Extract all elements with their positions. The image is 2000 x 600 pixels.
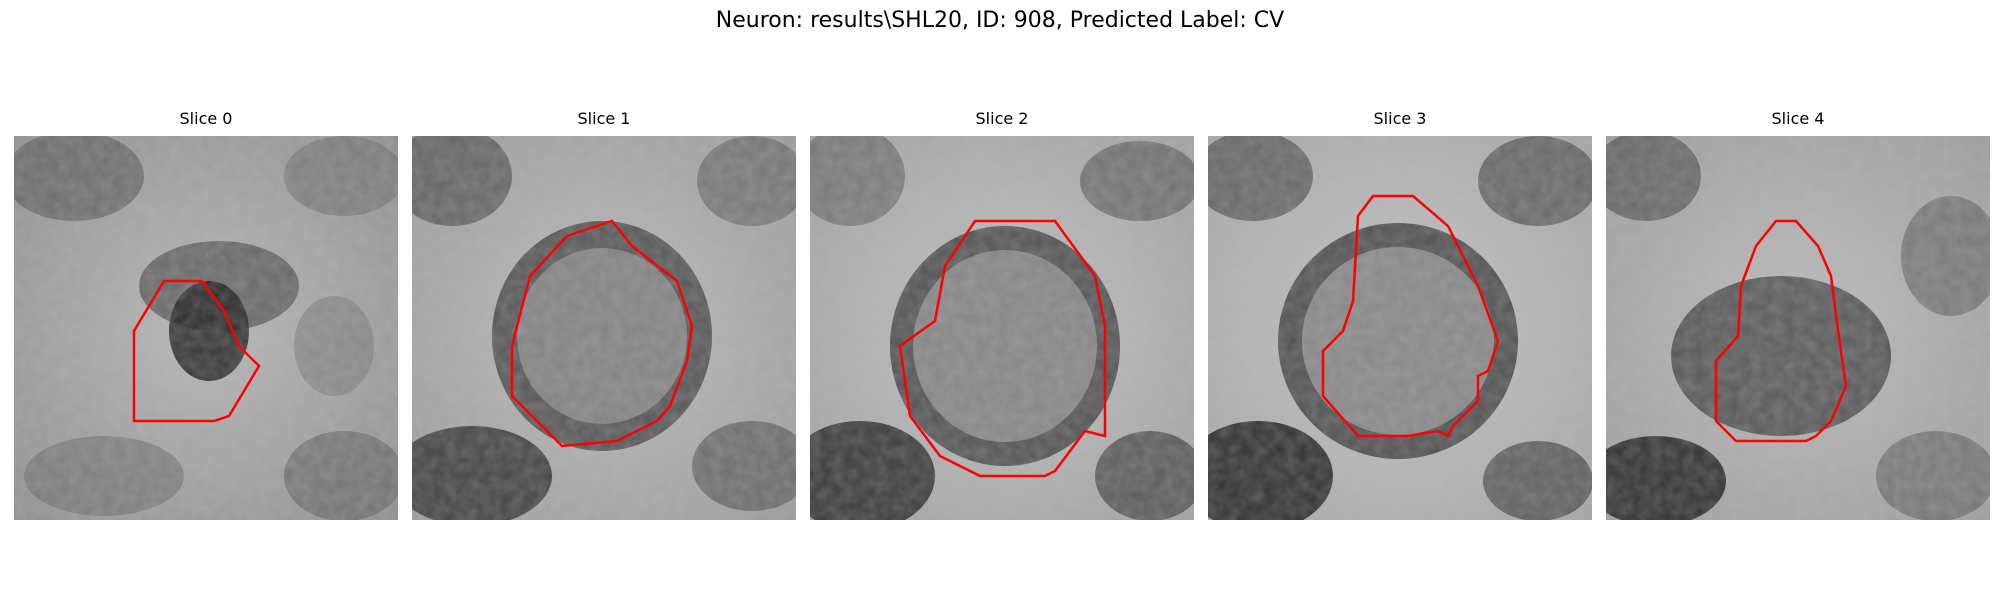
contour-4 bbox=[1714, 219, 1848, 443]
contour-2 bbox=[898, 219, 1107, 478]
figure-title: Neuron: results\SHL20, ID: 908, Predicte… bbox=[715, 8, 1285, 33]
contour-1 bbox=[510, 219, 694, 448]
contour-3 bbox=[1321, 194, 1500, 438]
slice-image-1 bbox=[412, 136, 796, 520]
slice-title-0: Slice 0 bbox=[179, 109, 233, 128]
slice-panel-0: Slice 0 bbox=[14, 108, 398, 520]
slice-image-4 bbox=[1606, 136, 1990, 520]
slice-title-1: Slice 1 bbox=[577, 109, 631, 128]
contour-0 bbox=[132, 279, 261, 423]
slice-image-0 bbox=[14, 136, 398, 520]
slice-title-3: Slice 3 bbox=[1373, 109, 1427, 128]
slice-panel-1: Slice 1 bbox=[412, 108, 796, 520]
slice-title-2: Slice 2 bbox=[975, 109, 1029, 128]
slice-image-2 bbox=[810, 136, 1194, 520]
slice-panel-4: Slice 4 bbox=[1606, 108, 1990, 520]
slice-panel-3: Slice 3 bbox=[1208, 108, 1592, 520]
slice-image-3 bbox=[1208, 136, 1592, 520]
slice-title-4: Slice 4 bbox=[1771, 109, 1825, 128]
slice-panel-2: Slice 2 bbox=[810, 108, 1194, 520]
